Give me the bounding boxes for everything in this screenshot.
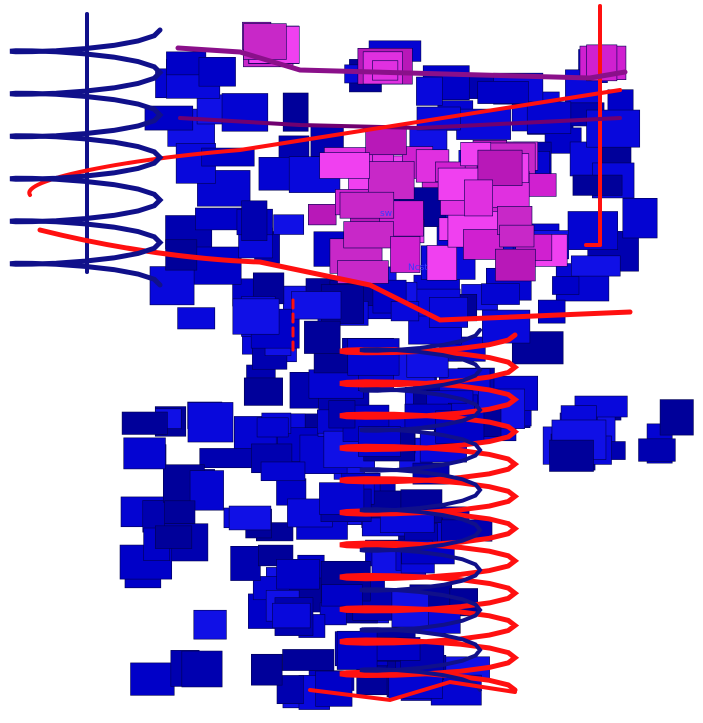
residue-block xyxy=(291,291,342,320)
residue-block xyxy=(243,377,283,406)
residue-block xyxy=(428,297,469,328)
residue-block xyxy=(537,299,566,324)
residue-block xyxy=(638,438,676,462)
residue-block xyxy=(339,191,395,219)
helix-ribbon xyxy=(339,332,520,693)
backbone-ribbon xyxy=(308,679,517,703)
residue-block xyxy=(321,584,363,607)
residue-block xyxy=(272,602,311,629)
residue-block xyxy=(232,298,280,335)
backbone-ribbon xyxy=(178,116,622,131)
residue-block xyxy=(526,101,572,134)
residue-block xyxy=(622,198,658,239)
residue-block xyxy=(319,152,370,179)
helix-ribbon xyxy=(359,328,483,692)
residue-block xyxy=(282,649,335,671)
residue-block xyxy=(347,338,400,376)
residue-block xyxy=(260,461,306,482)
residue-block xyxy=(228,505,272,531)
residue-block xyxy=(586,109,641,148)
residue-block xyxy=(251,653,283,686)
atom-label: Ncst xyxy=(408,263,428,273)
residue-block xyxy=(552,276,580,295)
residue-block xyxy=(189,470,224,511)
residue-block xyxy=(187,402,234,443)
residue-block xyxy=(336,630,378,670)
residue-block xyxy=(308,204,337,226)
residue-block xyxy=(304,320,341,354)
residue-block xyxy=(192,246,242,285)
residue-block xyxy=(343,221,394,249)
residue-block xyxy=(221,93,269,132)
residue-block xyxy=(164,500,196,524)
atom-label: sw xyxy=(380,209,392,219)
residue-block xyxy=(195,207,242,231)
residue-block xyxy=(198,57,236,87)
residue-block xyxy=(390,236,421,273)
residue-block xyxy=(121,411,168,435)
helix-ribbon xyxy=(9,27,164,288)
backbone-ribbon xyxy=(175,45,628,81)
residue-block xyxy=(230,546,261,581)
residue-block xyxy=(495,248,536,282)
residue-block xyxy=(527,173,557,197)
residue-block xyxy=(273,214,305,235)
residue-block xyxy=(199,448,254,469)
residue-block xyxy=(241,200,268,241)
residue-block xyxy=(572,174,623,196)
residue-block xyxy=(426,245,457,281)
residue-block xyxy=(256,417,289,438)
residue-block xyxy=(659,399,694,436)
ribbons xyxy=(9,4,633,703)
residue-block xyxy=(481,283,520,305)
residue-block xyxy=(177,307,216,330)
residue-block xyxy=(549,439,594,472)
residue-block xyxy=(499,224,535,248)
residue-block xyxy=(258,157,291,191)
residue-block xyxy=(149,266,195,306)
residue-block xyxy=(181,650,223,688)
residue-block xyxy=(130,662,175,696)
residue-block xyxy=(416,76,443,106)
backbone-ribbon xyxy=(37,227,633,323)
residue-block xyxy=(477,81,529,104)
residue-block xyxy=(464,179,493,217)
residue-block xyxy=(570,255,621,277)
residue-block xyxy=(123,437,166,470)
backbone-ribbon xyxy=(27,88,622,197)
residue-block xyxy=(193,609,227,640)
residue-block xyxy=(155,525,193,549)
residue-block xyxy=(276,559,320,590)
